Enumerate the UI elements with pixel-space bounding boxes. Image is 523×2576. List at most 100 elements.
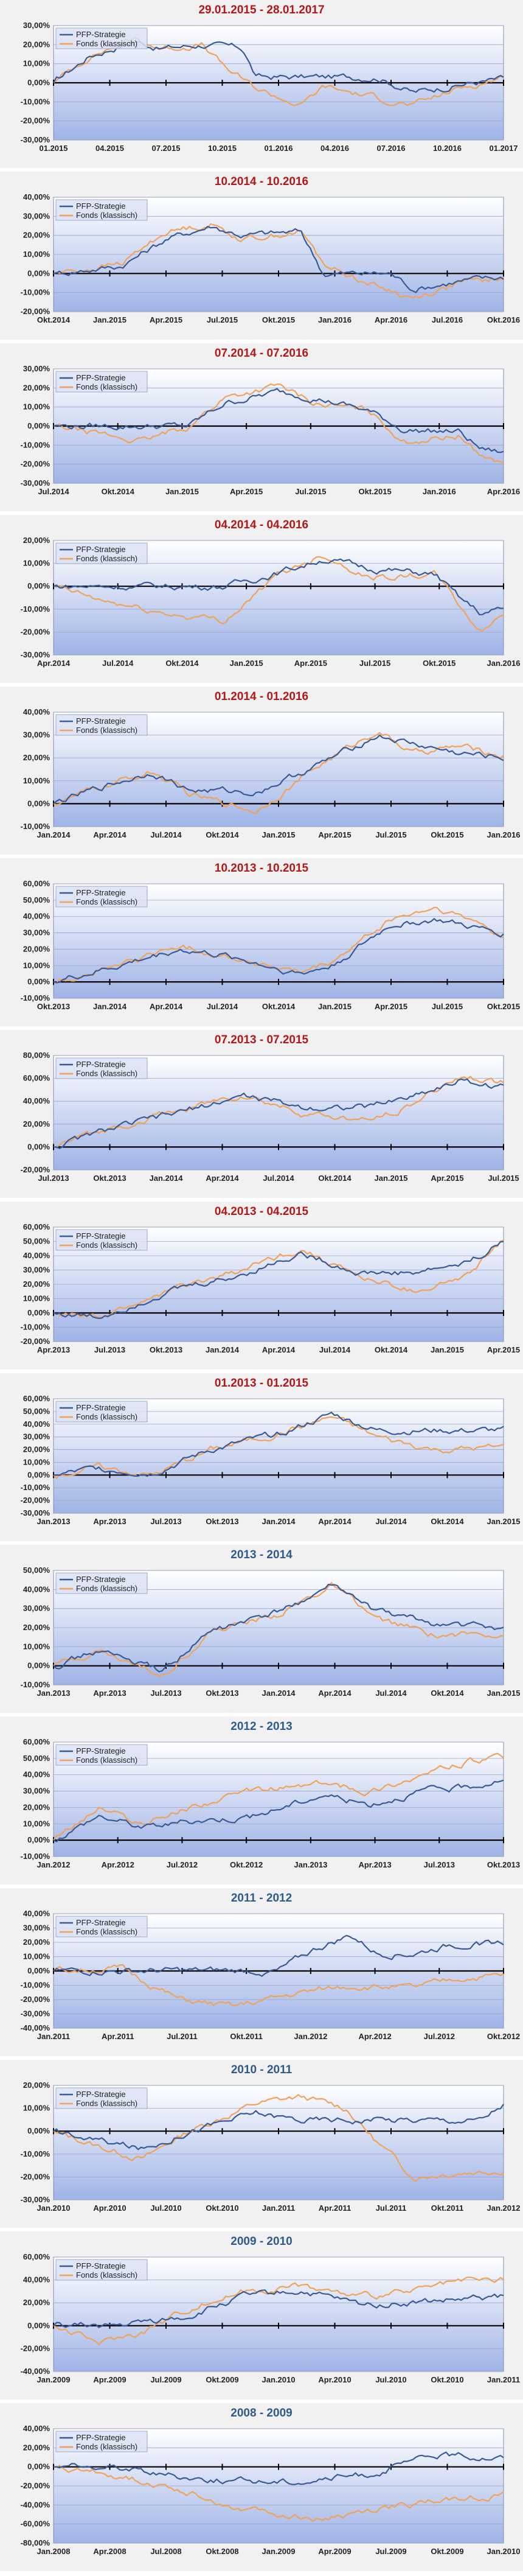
x-tick-label: Jan.2015 xyxy=(230,659,263,668)
y-tick-label: 20,00% xyxy=(23,944,50,953)
legend-label: Fonds (klassisch) xyxy=(76,1584,137,1593)
y-tick-label: 50,00% xyxy=(23,895,50,905)
y-tick-label: 40,00% xyxy=(23,1770,50,1779)
x-tick-label: Apr.2013 xyxy=(93,1689,126,1698)
legend-box xyxy=(55,2259,148,2281)
x-tick-label: Jan.2015 xyxy=(487,1517,521,1526)
x-tick-label: Apr.2015 xyxy=(150,315,182,324)
x-tick-label: Jan.2010 xyxy=(262,2375,296,2384)
y-tick-label: 10,00% xyxy=(23,1457,50,1466)
x-tick-label: Jan.2010 xyxy=(487,2547,521,2556)
x-tick-label: 10.2016 xyxy=(433,144,462,153)
chart-title: 01.2014 - 01.2016 xyxy=(214,690,309,703)
legend-label: PFP-Strategie xyxy=(76,716,126,726)
line-chart: 60,00%40,00%20,00%0,00%-20,00%-40,00%Jan… xyxy=(21,2252,521,2384)
x-tick-label: Jul.2015 xyxy=(295,487,326,496)
chart-title: 07.2013 - 07.2015 xyxy=(214,1034,309,1046)
chart-panel: 2008 - 2009 40,00% 20,00% 0,00% -20,00% -40,0… xyxy=(0,2403,523,2571)
series-line-fonds-klassisch xyxy=(53,2277,504,2345)
x-tick-label: Okt.2014 xyxy=(375,1345,408,1354)
series-line-fonds-klassisch xyxy=(53,2465,504,2522)
y-tick-label: 40,00% xyxy=(23,2275,50,2284)
legend-box xyxy=(55,2087,148,2109)
legend-label: Fonds (klassisch) xyxy=(76,1241,137,1250)
line-chart: 50,00% 40,00% 30,00% 20,00% 10,00% 0,00% -10,0… xyxy=(21,1566,521,1698)
y-tick-label: -40,00% xyxy=(21,2367,50,2376)
x-tick-label: Jan.2014 xyxy=(206,1345,240,1354)
y-tick-label: 0,00% xyxy=(27,1142,50,1151)
x-tick-label: 04.2016 xyxy=(320,144,349,153)
legend-label: Fonds (klassisch) xyxy=(76,39,137,48)
x-tick-label: Jan.2016 xyxy=(318,315,352,324)
x-tick-label: Okt.2010 xyxy=(206,2203,238,2213)
x-tick-label: Jan.2015 xyxy=(165,487,199,496)
x-tick-label: Jul.2010 xyxy=(375,2375,406,2384)
x-tick-label: Jan.2016 xyxy=(487,659,521,668)
x-tick-label: Jul.2013 xyxy=(150,1517,181,1526)
legend-label: Fonds (klassisch) xyxy=(76,554,137,563)
series-line-pfp-strategie xyxy=(53,1241,504,1319)
x-tick-label: Apr.2015 xyxy=(294,659,327,668)
x-tick-label: Jul.2016 xyxy=(432,315,463,324)
legend-box xyxy=(55,714,148,736)
x-tick-label: Jul.2013 xyxy=(94,1345,125,1354)
x-tick-label: Apr.2010 xyxy=(93,2203,126,2213)
x-tick-label: Jan.2016 xyxy=(423,487,456,496)
x-tick-label: Okt.2015 xyxy=(431,830,463,839)
y-tick-label: 10,00% xyxy=(23,559,50,568)
x-tick-label: Jul.2009 xyxy=(375,2547,406,2556)
y-tick-label: -10,00% xyxy=(21,993,50,1003)
series-line-pfp-strategie xyxy=(53,1078,504,1149)
legend-label: PFP-Strategie xyxy=(76,545,126,554)
y-tick-label: -10,00% xyxy=(21,604,50,614)
y-tick-label: 10,00% xyxy=(23,1819,50,1828)
y-tick-label: 50,00% xyxy=(23,1407,50,1416)
legend-label: PFP-Strategie xyxy=(76,1231,126,1241)
line-chart: 60,00% 50,00% 40,00% 30,00% 20,00% 10,00% 0,00… xyxy=(21,879,521,1011)
series-line-pfp-strategie xyxy=(54,1412,504,1477)
series-line-pfp-strategie xyxy=(53,1583,504,1673)
line-chart: 40,00% 20,00% 0,00% -20,00% -40,00% -60,00% -8… xyxy=(21,2424,521,2556)
y-tick-label: 30,00% xyxy=(23,1923,50,1933)
x-tick-label: Jul.2014 xyxy=(150,830,182,839)
line-chart: 40,00%30,00%20,00%10,00%0,00%-10,00%Jan.… xyxy=(21,707,521,839)
y-tick-label: -30,00% xyxy=(21,2195,50,2204)
y-tick-label: 30,00% xyxy=(23,928,50,937)
x-tick-label: Jul.2011 xyxy=(167,2032,198,2041)
y-tick-label: 0,00% xyxy=(27,2126,50,2135)
legend-label: PFP-Strategie xyxy=(76,1575,126,1584)
y-tick-label: 40,00% xyxy=(23,707,50,716)
x-tick-label: Jan.2008 xyxy=(37,2547,71,2556)
legend-label: PFP-Strategie xyxy=(76,888,126,897)
y-tick-label: 30,00% xyxy=(23,364,50,373)
y-tick-label: 20,00% xyxy=(23,1802,50,1811)
y-tick-label: 0,00% xyxy=(27,1835,50,1844)
x-tick-label: Apr.2014 xyxy=(262,1345,296,1354)
x-tick-label: 04.2015 xyxy=(95,144,124,153)
legend-label: PFP-Strategie xyxy=(76,1403,126,1412)
legend-label: Fonds (klassisch) xyxy=(76,1069,137,1078)
y-tick-label: 40,00% xyxy=(23,1096,50,1105)
legend-box xyxy=(55,1057,148,1079)
y-tick-label: 0,00% xyxy=(27,268,50,278)
x-tick-label: Apr.2014 xyxy=(150,1002,183,1011)
x-tick-label: Okt.2013 xyxy=(93,1174,126,1183)
y-tick-label: 30,00% xyxy=(23,730,50,740)
legend-box xyxy=(55,27,148,49)
y-tick-label: -20,00% xyxy=(21,1337,50,1346)
y-tick-label: -10,00% xyxy=(21,1323,50,1332)
x-tick-label: Jul.2013 xyxy=(38,1174,69,1183)
y-tick-label: 20,00% xyxy=(23,1623,50,1632)
x-tick-label: Jul.2015 xyxy=(207,315,238,324)
y-tick-label: -10,00% xyxy=(21,288,50,297)
x-tick-label: 01.2017 xyxy=(490,144,518,153)
y-tick-label: 50,00% xyxy=(23,1566,50,1575)
y-tick-label: 10,00% xyxy=(23,402,50,411)
line-chart: 20,00%10,00%0,00%-10,00%-20,00%-30,00%Ap… xyxy=(21,536,521,668)
series-line-pfp-strategie xyxy=(53,2451,504,2485)
x-tick-label: Apr.2009 xyxy=(93,2375,126,2384)
